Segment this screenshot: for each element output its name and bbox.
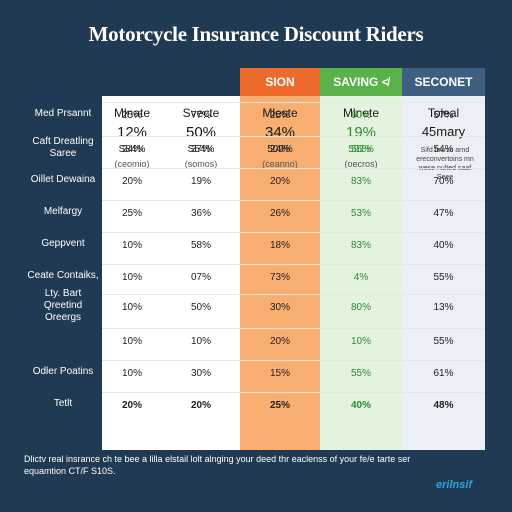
table-cell: 10% bbox=[190, 336, 211, 347]
table-cell: 83% bbox=[350, 176, 371, 187]
table-cell: 10% bbox=[121, 272, 142, 283]
row-divider bbox=[102, 328, 485, 329]
col1-amount: S84% bbox=[118, 144, 146, 155]
table-cell: 55% bbox=[433, 272, 454, 283]
table-cell: 58% bbox=[190, 240, 211, 251]
col4-amount: 591% bbox=[348, 144, 374, 155]
row-divider bbox=[102, 294, 485, 295]
table-cell: 54% bbox=[433, 144, 454, 155]
row-divider bbox=[102, 360, 485, 361]
col5-total: 45mary bbox=[421, 124, 466, 139]
table-cell: 07% bbox=[190, 272, 211, 283]
saving-column-bg bbox=[320, 96, 402, 450]
table-cell: 18% bbox=[269, 240, 290, 251]
table-cell: 40% bbox=[350, 400, 371, 411]
seconet-column-bg bbox=[402, 96, 485, 450]
table-cell: 24% bbox=[269, 144, 290, 155]
col3-amount: 509% bbox=[267, 144, 293, 155]
row-divider bbox=[102, 168, 485, 169]
row-label: Caft Dreatling Saree bbox=[32, 136, 94, 159]
header-blank bbox=[24, 68, 240, 96]
col1-note: (ceomio) bbox=[114, 159, 150, 169]
table-cell: 47% bbox=[433, 208, 454, 219]
sion-column-bg bbox=[240, 96, 320, 450]
col5-name: Toleal bbox=[427, 106, 460, 120]
row-divider bbox=[102, 200, 485, 201]
table-cell: 10% bbox=[121, 368, 142, 379]
table-cell: 60% bbox=[350, 110, 371, 121]
col1-name: Mlnate bbox=[113, 106, 151, 120]
row-label: Lty. Bart Qreetind Oreergs bbox=[43, 288, 83, 323]
col2-amount: S54% bbox=[187, 144, 215, 155]
table-cell: 50% bbox=[190, 302, 211, 313]
table-cell: 13% bbox=[433, 302, 454, 313]
row-divider bbox=[102, 264, 485, 265]
col1-rate: 12% bbox=[116, 124, 148, 141]
table-cell: 48% bbox=[433, 400, 454, 411]
table-cell: 80% bbox=[350, 302, 371, 313]
col3-note: (ceanno) bbox=[262, 159, 298, 169]
table-cell: 55% bbox=[350, 368, 371, 379]
page-title: Motorcycle Insurance Discount Riders bbox=[88, 22, 424, 46]
table-cell: 20% bbox=[269, 176, 290, 187]
table-cell: 55% bbox=[350, 144, 371, 155]
table-cell: 25% bbox=[269, 400, 290, 411]
table-cell: 20% bbox=[190, 400, 211, 411]
row-label: Oillet Dewaina bbox=[30, 174, 96, 185]
table-cell: 53% bbox=[350, 208, 371, 219]
col3-name: Mleste bbox=[262, 106, 298, 120]
row-label: Geppvent bbox=[41, 238, 85, 249]
table-cell: 15% bbox=[269, 368, 290, 379]
table-cell: 37% bbox=[190, 144, 211, 155]
table-cell: 77% bbox=[190, 110, 211, 121]
table-cell: 24% bbox=[121, 144, 142, 155]
table-cell: 19% bbox=[190, 176, 211, 187]
table-cell: 20% bbox=[121, 176, 142, 187]
brand-logo: erilnsif bbox=[436, 479, 473, 491]
table-cell: 25% bbox=[121, 208, 142, 219]
table-cell: 4% bbox=[353, 272, 369, 283]
table-cell: 20% bbox=[121, 400, 142, 411]
table-cell: 20% bbox=[269, 336, 290, 347]
row-divider bbox=[102, 102, 485, 103]
table-cell: 61% bbox=[433, 368, 454, 379]
header-saving: SAVING ≮ bbox=[320, 68, 402, 96]
header-seconet: SECONET bbox=[402, 68, 485, 96]
row-label: Ceate Contaiks, bbox=[27, 270, 99, 281]
row-divider bbox=[102, 392, 485, 393]
table-cell: 26% bbox=[269, 208, 290, 219]
table-cell: 55% bbox=[433, 336, 454, 347]
table-cell: 83% bbox=[350, 240, 371, 251]
table-cell: 10% bbox=[121, 302, 142, 313]
header-sion: SION bbox=[240, 68, 320, 96]
row-divider bbox=[102, 136, 485, 137]
row-label: Med Prsannt bbox=[34, 108, 92, 119]
row-labels-column bbox=[24, 96, 102, 450]
col2-rate: 50% bbox=[185, 124, 217, 141]
col3-rate: 34% bbox=[264, 124, 296, 141]
table-cell: 25% bbox=[269, 110, 290, 121]
table-cell: 10% bbox=[350, 336, 371, 347]
table-cell: 10% bbox=[121, 336, 142, 347]
col4-note: (oecros) bbox=[344, 159, 378, 169]
footer-disclaimer: Dlictv real insrance ch te bee a lilla e… bbox=[24, 454, 411, 476]
table-cell: 10% bbox=[121, 240, 142, 251]
table-cell: 40% bbox=[433, 240, 454, 251]
table-cell: 30% bbox=[190, 368, 211, 379]
table-cell: 73% bbox=[269, 272, 290, 283]
row-label: Tetlt bbox=[53, 398, 73, 409]
table-cell: 25% bbox=[121, 110, 142, 121]
table-cell: 70% bbox=[433, 176, 454, 187]
col2-name: Svecte bbox=[182, 106, 220, 120]
row-label: Melfargy bbox=[43, 206, 83, 217]
col4-name: Mlnete bbox=[342, 106, 380, 120]
col2-note: (somos) bbox=[184, 159, 218, 169]
row-divider bbox=[102, 232, 485, 233]
table-cell: 30% bbox=[269, 302, 290, 313]
table-cell: 36% bbox=[190, 208, 211, 219]
row-label: Odler Poatins bbox=[32, 366, 94, 377]
comparison-table: SION SAVING ≮ SECONET Mlnate 12% S84% (c… bbox=[24, 68, 485, 450]
col4-rate: 19% bbox=[345, 124, 377, 141]
table-cell: 57% bbox=[433, 110, 454, 121]
